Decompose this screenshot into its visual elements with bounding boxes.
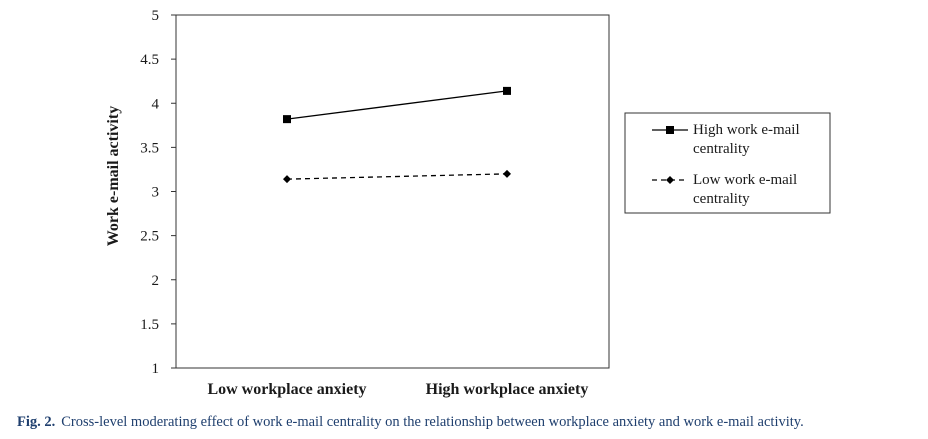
legend-low-line1: Low work e-mail (693, 172, 797, 188)
series-line-high (286, 90, 508, 120)
series-layer (283, 86, 511, 184)
legend-high-line2: centrality (693, 141, 750, 157)
legend-box (624, 112, 831, 214)
data-point-high (283, 115, 291, 124)
y-tick-label: 3.5 (140, 140, 159, 156)
y-tick-label: 4.5 (140, 52, 159, 68)
data-point-low (503, 169, 511, 178)
y-tick-label: 3 (152, 185, 160, 201)
plot-area (175, 14, 610, 369)
x-tick-label: Low workplace anxiety (207, 381, 366, 398)
data-point-high (503, 86, 511, 95)
legend-item-low: Low work e-mail centrality (652, 172, 797, 207)
y-tick-label: 2.5 (140, 229, 159, 245)
y-tick-label: 2 (152, 273, 160, 289)
data-point-low (283, 175, 291, 184)
legend-low-line2: centrality (693, 191, 750, 207)
y-tick-label: 4 (152, 96, 160, 112)
x-tick-labels: Low workplace anxiety High workplace anxi… (207, 381, 588, 398)
caption-label: Fig. 2. (17, 414, 56, 430)
x-tick-label: High workplace anxiety (426, 381, 589, 398)
figure-caption: Fig. 2. Cross-level moderating effect of … (17, 414, 922, 431)
y-axis-label: Work e-mail activity (105, 106, 122, 246)
y-tick-label: 1.5 (140, 317, 159, 333)
y-ticks: 1 1.5 2 2.5 3 3.5 4 4.5 5 (140, 8, 176, 377)
legend-low-marker (666, 176, 674, 184)
legend-high-line1: High work e-mail (693, 122, 800, 138)
legend-high-marker (666, 126, 674, 134)
y-tick-label: 5 (152, 8, 160, 24)
y-tick-label: 1 (152, 361, 160, 377)
caption-text: Cross-level moderating effect of work e-… (61, 414, 804, 430)
series-line-low (286, 173, 508, 180)
legend-item-high: High work e-mail centrality (652, 122, 800, 157)
legend: High work e-mail centrality Low work e-m… (624, 112, 831, 214)
chart: 1 1.5 2 2.5 3 3.5 4 4.5 5 Low workplace anxiety H… (105, 8, 831, 398)
